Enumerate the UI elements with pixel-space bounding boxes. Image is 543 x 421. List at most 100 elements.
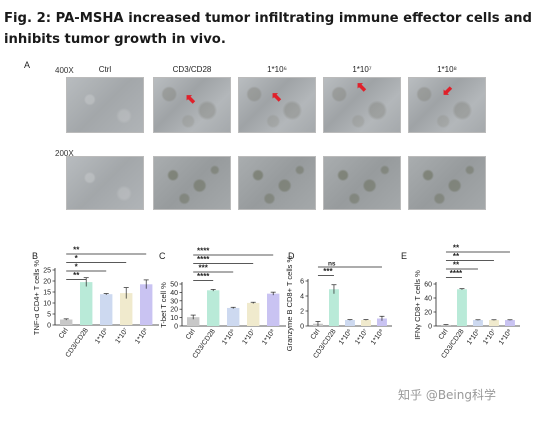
x-tick-label: 1*10⁶: [94, 327, 110, 345]
panel-letter-e: E: [401, 251, 407, 261]
y-tick-label: 0: [300, 324, 304, 331]
bar: [377, 318, 387, 326]
bar: [60, 319, 73, 325]
micrograph-200x-1e6: [238, 156, 316, 210]
micrograph-400x-cd3cd28: ⬉: [153, 77, 231, 133]
micrograph-200x-1e7: [323, 156, 401, 210]
watermark: 知乎 @Being科学: [398, 388, 496, 402]
y-tick-label: 15: [43, 290, 51, 297]
bar: [267, 293, 280, 326]
bar: [120, 293, 133, 325]
mag-200x-label: 200X: [55, 149, 74, 158]
significance-label: ****: [450, 269, 463, 278]
y-tick-label: 20: [424, 310, 432, 317]
panel-letter-b: B: [32, 251, 38, 261]
significance-label: ***: [199, 264, 209, 273]
micrograph-400x-ctrl: [66, 77, 144, 133]
bar: [441, 324, 451, 326]
y-tick-label: 2: [300, 309, 304, 316]
bar: [187, 317, 200, 326]
x-tick-label: Ctrl: [185, 328, 197, 341]
y-tick-label: 40: [170, 290, 178, 297]
col-label-cd3cd28: CD3/CD28: [172, 65, 212, 74]
bar: [361, 320, 371, 326]
red-arrow-icon: ⬉: [271, 89, 282, 104]
bar: [345, 320, 355, 326]
significance-label: ****: [197, 255, 210, 264]
figure-title: Fig. 2: PA-MSHA increased tumor infiltra…: [4, 11, 532, 47]
significance-label: **: [453, 261, 460, 270]
micrograph-200x-1e8: [408, 156, 486, 210]
y-axis-label: IFNγ CD8+ T cells %: [413, 270, 422, 340]
x-tick-label: 1*10⁶: [221, 328, 237, 346]
y-tick-label: 40: [424, 296, 432, 303]
y-axis-label: Granzyme B CD8+ T cells %: [285, 255, 294, 351]
y-tick-label: 20: [43, 279, 51, 286]
significance-label: ****: [197, 272, 210, 281]
y-tick-label: 20: [170, 307, 178, 314]
significance-label: **: [73, 271, 80, 280]
x-tick-label: Ctrl: [438, 328, 450, 341]
x-tick-label: Ctrl: [58, 327, 70, 340]
x-tick-label: 1*10⁷: [241, 328, 257, 346]
y-tick-label: 0: [174, 324, 178, 331]
y-axis-label: T-bet T cell %: [159, 282, 168, 328]
y-tick-label: 6: [300, 279, 304, 286]
x-tick-label: 1*10⁸: [134, 327, 150, 345]
bar: [505, 320, 515, 326]
x-tick-label: 1*10⁷: [114, 327, 130, 345]
significance-label: **: [73, 246, 80, 255]
significance-label: **: [453, 252, 460, 261]
col-label-1e7: 1*10⁷: [352, 65, 372, 74]
mag-400x-label: 400X: [55, 66, 74, 75]
significance-label: *: [75, 254, 79, 263]
significance-label: *: [75, 263, 79, 272]
x-tick-label: 1*10⁸: [261, 328, 277, 346]
x-tick-label: Ctrl: [310, 328, 322, 341]
bar: [140, 284, 153, 325]
bar: [227, 307, 240, 326]
micrograph-400x-1e7: ⬉: [323, 77, 401, 133]
y-tick-label: 25: [43, 268, 51, 275]
y-tick-label: 30: [170, 298, 178, 305]
significance-label: ns: [328, 261, 336, 268]
red-arrow-icon: ⬋: [442, 83, 453, 98]
y-tick-label: 50: [170, 282, 178, 289]
col-label-ctrl: Ctrl: [98, 65, 112, 74]
col-label-1e6: 1*10⁶: [267, 65, 287, 74]
bar: [329, 289, 339, 326]
y-tick-label: 0: [428, 324, 432, 331]
panel-letter-d: D: [288, 251, 295, 261]
panel-a-letter: A: [24, 60, 31, 70]
x-tick-label: 1*10⁸: [370, 328, 386, 346]
significance-label: ***: [323, 267, 333, 276]
micrograph-400x-1e6: ⬉: [238, 77, 316, 133]
bar: [457, 289, 467, 326]
significance-label: ****: [197, 247, 210, 256]
y-tick-label: 4: [300, 294, 304, 301]
y-tick-label: 0: [47, 323, 51, 330]
red-arrow-icon: ⬉: [185, 91, 196, 106]
x-tick-label: 1*10⁸: [498, 328, 514, 346]
y-tick-label: 10: [170, 315, 178, 322]
bar: [100, 294, 113, 325]
x-tick-label: 1*10⁷: [354, 328, 370, 346]
bar: [489, 320, 499, 326]
y-axis-label: TNF-α CD4+ T cells %: [32, 260, 41, 335]
bar: [207, 290, 220, 326]
y-tick-label: 60: [424, 282, 432, 289]
x-tick-label: 1*10⁶: [466, 328, 482, 346]
red-arrow-icon: ⬉: [356, 79, 367, 94]
micrograph-200x-cd3cd28: [153, 156, 231, 210]
micrograph-400x-1e8: ⬋: [408, 77, 486, 133]
panel-letter-c: C: [159, 251, 166, 261]
bar: [80, 282, 93, 325]
bar: [473, 320, 483, 326]
col-label-1e8: 1*10⁸: [437, 65, 457, 74]
micrograph-200x-ctrl: [66, 156, 144, 210]
y-tick-label: 5: [47, 312, 51, 319]
bar: [247, 302, 260, 326]
x-tick-label: 1*10⁷: [482, 328, 498, 346]
significance-label: **: [453, 244, 460, 253]
